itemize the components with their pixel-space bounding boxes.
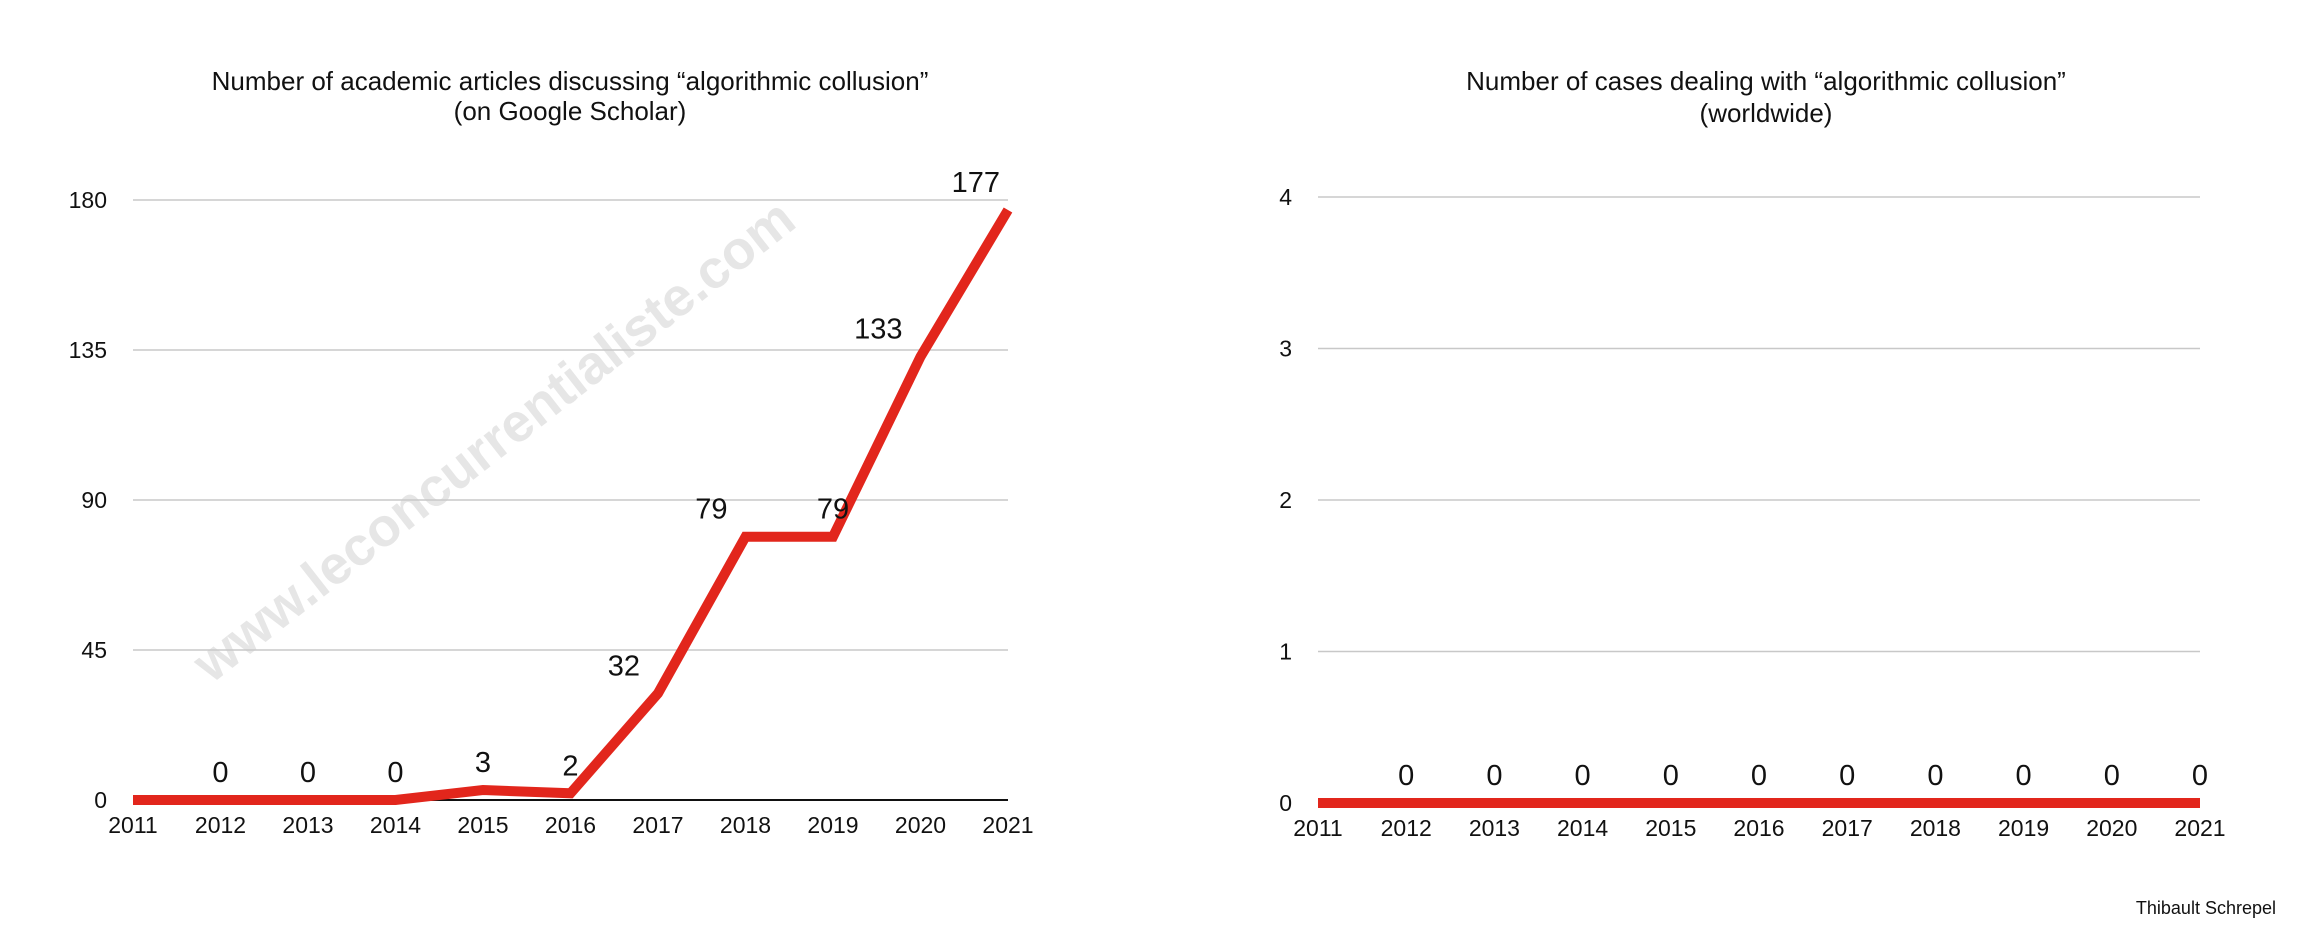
data-label: 79 [817, 494, 849, 526]
chart-title: Number of academic articles discussing “… [212, 66, 929, 96]
data-label: 133 [854, 314, 902, 346]
x-tick-label: 2015 [457, 812, 508, 838]
data-label: 3 [475, 747, 491, 779]
data-label: 0 [300, 757, 316, 789]
y-tick-label: 4 [1279, 184, 1292, 210]
data-label: 0 [2016, 760, 2032, 792]
data-label: 0 [1486, 760, 1502, 792]
data-label: 0 [1575, 760, 1591, 792]
data-label: 0 [387, 757, 403, 789]
data-label: 0 [2104, 760, 2120, 792]
x-tick-label: 2021 [2174, 815, 2225, 841]
y-tick-label: 45 [81, 637, 107, 663]
series-line [133, 207, 1013, 805]
x-tick-label: 2019 [807, 812, 858, 838]
data-label: 177 [952, 167, 1000, 199]
x-tick-label: 2016 [545, 812, 596, 838]
data-label: 0 [212, 757, 228, 789]
x-tick-label: 2018 [720, 812, 771, 838]
data-label: 0 [1398, 760, 1414, 792]
x-tick-label: 2014 [370, 812, 421, 838]
x-tick-label: 2015 [1645, 815, 1696, 841]
data-label: 79 [695, 494, 727, 526]
data-label: 0 [1927, 760, 1943, 792]
watermark: www.leconcurrentialiste.com [181, 188, 806, 695]
x-tick-label: 2017 [632, 812, 683, 838]
y-tick-label: 0 [1279, 790, 1292, 816]
author-credit: Thibault Schrepel [2135, 898, 2276, 918]
x-tick-label: 2012 [195, 812, 246, 838]
data-label: 2 [562, 750, 578, 782]
chart-cases: Number of cases dealing with “algorithmi… [1279, 66, 2225, 841]
chart-subtitle: (on Google Scholar) [454, 96, 687, 126]
chart-subtitle: (worldwide) [1700, 98, 1833, 128]
y-tick-label: 3 [1279, 336, 1292, 362]
y-tick-label: 90 [81, 487, 107, 513]
data-label: 0 [2192, 760, 2208, 792]
x-tick-label: 2020 [895, 812, 946, 838]
y-tick-label: 2 [1279, 487, 1292, 513]
y-tick-label: 1 [1279, 639, 1292, 665]
x-tick-label: 2016 [1733, 815, 1784, 841]
x-tick-label: 2012 [1381, 815, 1432, 841]
x-tick-label: 2019 [1998, 815, 2049, 841]
x-tick-label: 2021 [982, 812, 1033, 838]
x-tick-label: 2017 [1822, 815, 1873, 841]
y-tick-label: 135 [69, 337, 107, 363]
chart-title: Number of cases dealing with “algorithmi… [1466, 66, 2066, 96]
chart-academic-articles: Number of academic articles discussing “… [69, 66, 1034, 838]
x-tick-label: 2013 [282, 812, 333, 838]
x-tick-label: 2018 [1910, 815, 1961, 841]
x-tick-label: 2014 [1557, 815, 1608, 841]
x-tick-label: 2020 [2086, 815, 2137, 841]
x-tick-label: 2013 [1469, 815, 1520, 841]
y-tick-label: 0 [94, 787, 107, 813]
y-tick-label: 180 [69, 187, 107, 213]
x-tick-label: 2011 [108, 812, 157, 838]
data-label: 0 [1751, 760, 1767, 792]
x-tick-label: 2011 [1293, 815, 1342, 841]
data-label: 32 [608, 650, 640, 682]
data-label: 0 [1839, 760, 1855, 792]
data-label: 0 [1663, 760, 1679, 792]
